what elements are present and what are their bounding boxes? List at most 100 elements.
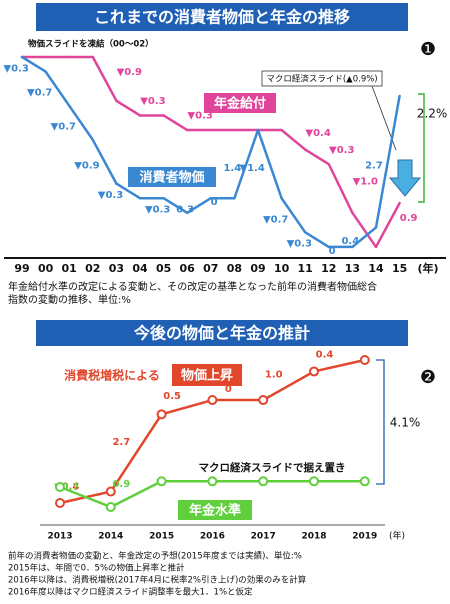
line-segment [109, 480, 163, 509]
data-label: 0.9 [112, 479, 130, 490]
x-tick-label: 08 [227, 262, 242, 275]
line-segment [327, 162, 354, 215]
line-segment [67, 104, 95, 142]
line-segment [280, 196, 307, 234]
line-segment [20, 55, 47, 73]
line-segment [185, 196, 213, 215]
line-segment [303, 231, 331, 249]
data-label: ▼0.7 [263, 214, 288, 225]
badge: ❷ [420, 367, 436, 388]
data-label: 1.0 [265, 370, 283, 381]
x-tick-label: 99 [14, 262, 29, 275]
note: 年金給付水準の改定による変動と、その改定の基準となった前年の消費者物価総合 [8, 280, 377, 293]
title-banner [36, 3, 408, 31]
point [258, 395, 269, 406]
arrow [388, 159, 422, 197]
data-label: ▼0.3 [329, 145, 354, 156]
x-tick-label: 02 [85, 262, 100, 275]
line-segment [351, 211, 378, 249]
x-unit: (年) [389, 530, 405, 542]
x-tick-label: 04 [132, 262, 148, 275]
bracket [376, 359, 385, 485]
macro-box [261, 70, 383, 87]
note: 2015年は、年間で0．5%の物価上昇率と推計 [8, 563, 185, 574]
legend-label: 消費者物価 [139, 170, 204, 186]
data-label: 0 [225, 384, 232, 395]
line-segment [91, 138, 118, 185]
point [105, 502, 116, 513]
title-banner [36, 320, 408, 346]
x-tick-label: 06 [180, 262, 196, 275]
data-label: ▼0.7 [51, 122, 76, 133]
x-tick-label: 2019 [352, 532, 377, 542]
point [105, 486, 116, 497]
line-segment [256, 128, 283, 200]
data-label: ▼1.0 [353, 176, 378, 187]
freeze-note: 物価スライドを凍結（00～02） [28, 39, 154, 50]
data-label: ▼0.3 [98, 190, 123, 201]
x-tick-label: 05 [156, 262, 171, 275]
gap-label: 4.1% [390, 416, 421, 430]
point [309, 476, 319, 487]
line-segment [303, 148, 331, 166]
point [258, 476, 269, 487]
line-segment [374, 94, 401, 229]
data-label: ▼0.3 [3, 63, 28, 74]
data-label: ▼1.4 [239, 163, 264, 174]
legend-label: 物価上昇 [181, 368, 233, 384]
x-tick-label: 2013 [47, 532, 72, 542]
x-tick-label: 01 [62, 262, 77, 275]
x-tick-label: 09 [250, 262, 265, 275]
point [359, 355, 370, 365]
data-label: ▼0.3 [287, 239, 312, 250]
legend-box [178, 500, 252, 520]
note: 2016年以降は、消費税増税(2017年4月に税率2%引き上げ)の効果のみを計算 [8, 575, 307, 586]
line-segment [58, 485, 113, 509]
line-segment [374, 201, 401, 249]
point [359, 476, 370, 487]
line-segment [160, 398, 214, 416]
x-tick-label: 14 [368, 262, 384, 275]
legend-box [128, 167, 216, 187]
x-tick-label: 07 [203, 262, 218, 275]
start-marker [55, 498, 65, 508]
data-label: 0.3 [176, 205, 194, 216]
x-tick-label: 10 [274, 262, 290, 275]
note: 前年の消費者物価の変動と、年金改定の予想(2015年度までは実績)、単位:% [8, 551, 302, 562]
data-label: ▼0.3 [187, 111, 212, 122]
data-label: ▼0.7 [54, 482, 79, 493]
data-label: 0 [329, 246, 336, 257]
x-tick-label: 15 [392, 262, 407, 275]
x-tick-label: 13 [345, 262, 360, 275]
data-label: 0.4 [341, 236, 359, 247]
line-segment [109, 413, 163, 493]
bracket [418, 93, 425, 203]
x-tick-label: 03 [109, 262, 124, 275]
line-segment [44, 70, 71, 107]
point [156, 476, 167, 487]
line-segment [91, 55, 118, 103]
line-segment [261, 370, 316, 402]
legend-box [172, 364, 242, 386]
data-label: ▼0.9 [117, 67, 142, 78]
x-tick-label: 2014 [98, 532, 123, 542]
x-tick-label: 11 [298, 262, 313, 275]
data-label: ▼0.7 [27, 88, 52, 99]
data-label: 0.5 [163, 391, 181, 402]
line-segment [351, 226, 378, 249]
x-tick-label: 12 [321, 262, 336, 275]
chart-title: これまでの消費者物価と年金の推移 [94, 8, 350, 27]
data-label: 0.4 [316, 350, 334, 361]
data-label: ▼0.9 [74, 161, 99, 172]
macro-note: マクロ経済スライドで据え置き [199, 461, 346, 474]
line-segment [162, 114, 189, 132]
line-segment [233, 128, 260, 200]
badge: ❶ [420, 39, 436, 60]
line-segment [115, 182, 142, 200]
line-segment [312, 358, 367, 373]
point [207, 395, 218, 406]
x-tick-label: 2017 [251, 532, 276, 542]
data-label: 0 [211, 197, 218, 208]
data-label: 2.7 [112, 437, 130, 448]
